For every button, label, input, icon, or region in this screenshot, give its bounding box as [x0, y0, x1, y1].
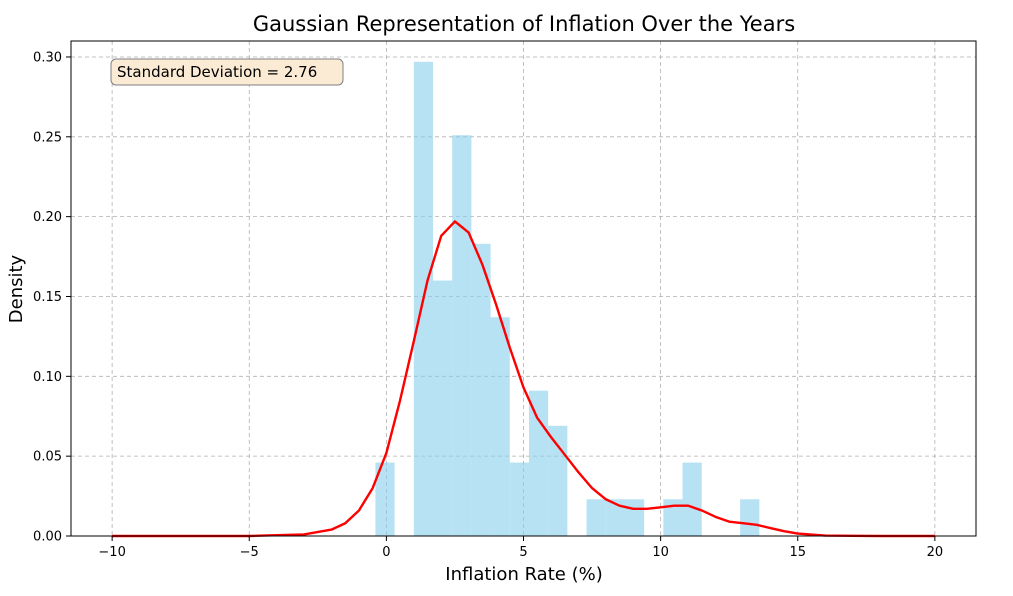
y-axis-label: Density — [6, 254, 27, 323]
std-annotation: Standard Deviation = 2.76 — [110, 58, 344, 86]
histogram-bar-6 — [509, 462, 529, 536]
y-tick-label-3: 0.15 — [33, 290, 62, 305]
density-curve — [112, 220, 935, 538]
y-axis-ticks: 0.00 0.05 0.10 0.15 0.20 0.25 0.30 — [33, 50, 71, 545]
histogram-bar-10 — [605, 499, 625, 536]
histogram-bar-4 — [471, 243, 491, 536]
y-tick-label-4: 0.20 — [33, 210, 62, 225]
histogram-bar-0 — [375, 462, 395, 536]
histogram-bar-7 — [528, 390, 549, 536]
x-tick-label-5: 15 — [789, 545, 806, 560]
std-annotation-text: Standard Deviation = 2.76 — [117, 63, 317, 81]
y-tick-label-2: 0.10 — [33, 370, 62, 385]
histogram-bar-9 — [586, 499, 606, 536]
histogram-bar-12 — [663, 499, 683, 536]
histogram-bar-2 — [433, 280, 453, 536]
x-tick-label-3: 5 — [519, 545, 527, 560]
histogram-bars — [375, 61, 760, 537]
y-tick-label-1: 0.05 — [33, 450, 62, 465]
histogram-bar-3 — [452, 135, 472, 537]
y-tick-label-5: 0.25 — [33, 130, 62, 145]
std-annotation-box — [110, 58, 344, 86]
histogram-bar-13 — [682, 462, 702, 536]
x-axis-label: Inflation Rate (%) — [445, 564, 602, 585]
y-tick-label-6: 0.30 — [33, 50, 62, 65]
x-tick-label-6: 20 — [927, 545, 944, 560]
x-tick-label-4: 10 — [652, 545, 669, 560]
histogram-bar-8 — [548, 425, 568, 536]
x-tick-label-2: 0 — [382, 545, 390, 560]
chart-title: Gaussian Representation of Inflation Ove… — [253, 12, 795, 36]
histogram-bar-5 — [490, 317, 510, 536]
histogram-bar-14 — [740, 499, 760, 536]
histogram-bar-11 — [624, 499, 645, 536]
x-tick-label-1: −5 — [240, 545, 259, 560]
x-axis-ticks: −10 −5 0 5 10 15 20 — [98, 536, 943, 560]
x-tick-label-0: −10 — [98, 545, 125, 560]
y-tick-label-0: 0.00 — [33, 530, 62, 545]
